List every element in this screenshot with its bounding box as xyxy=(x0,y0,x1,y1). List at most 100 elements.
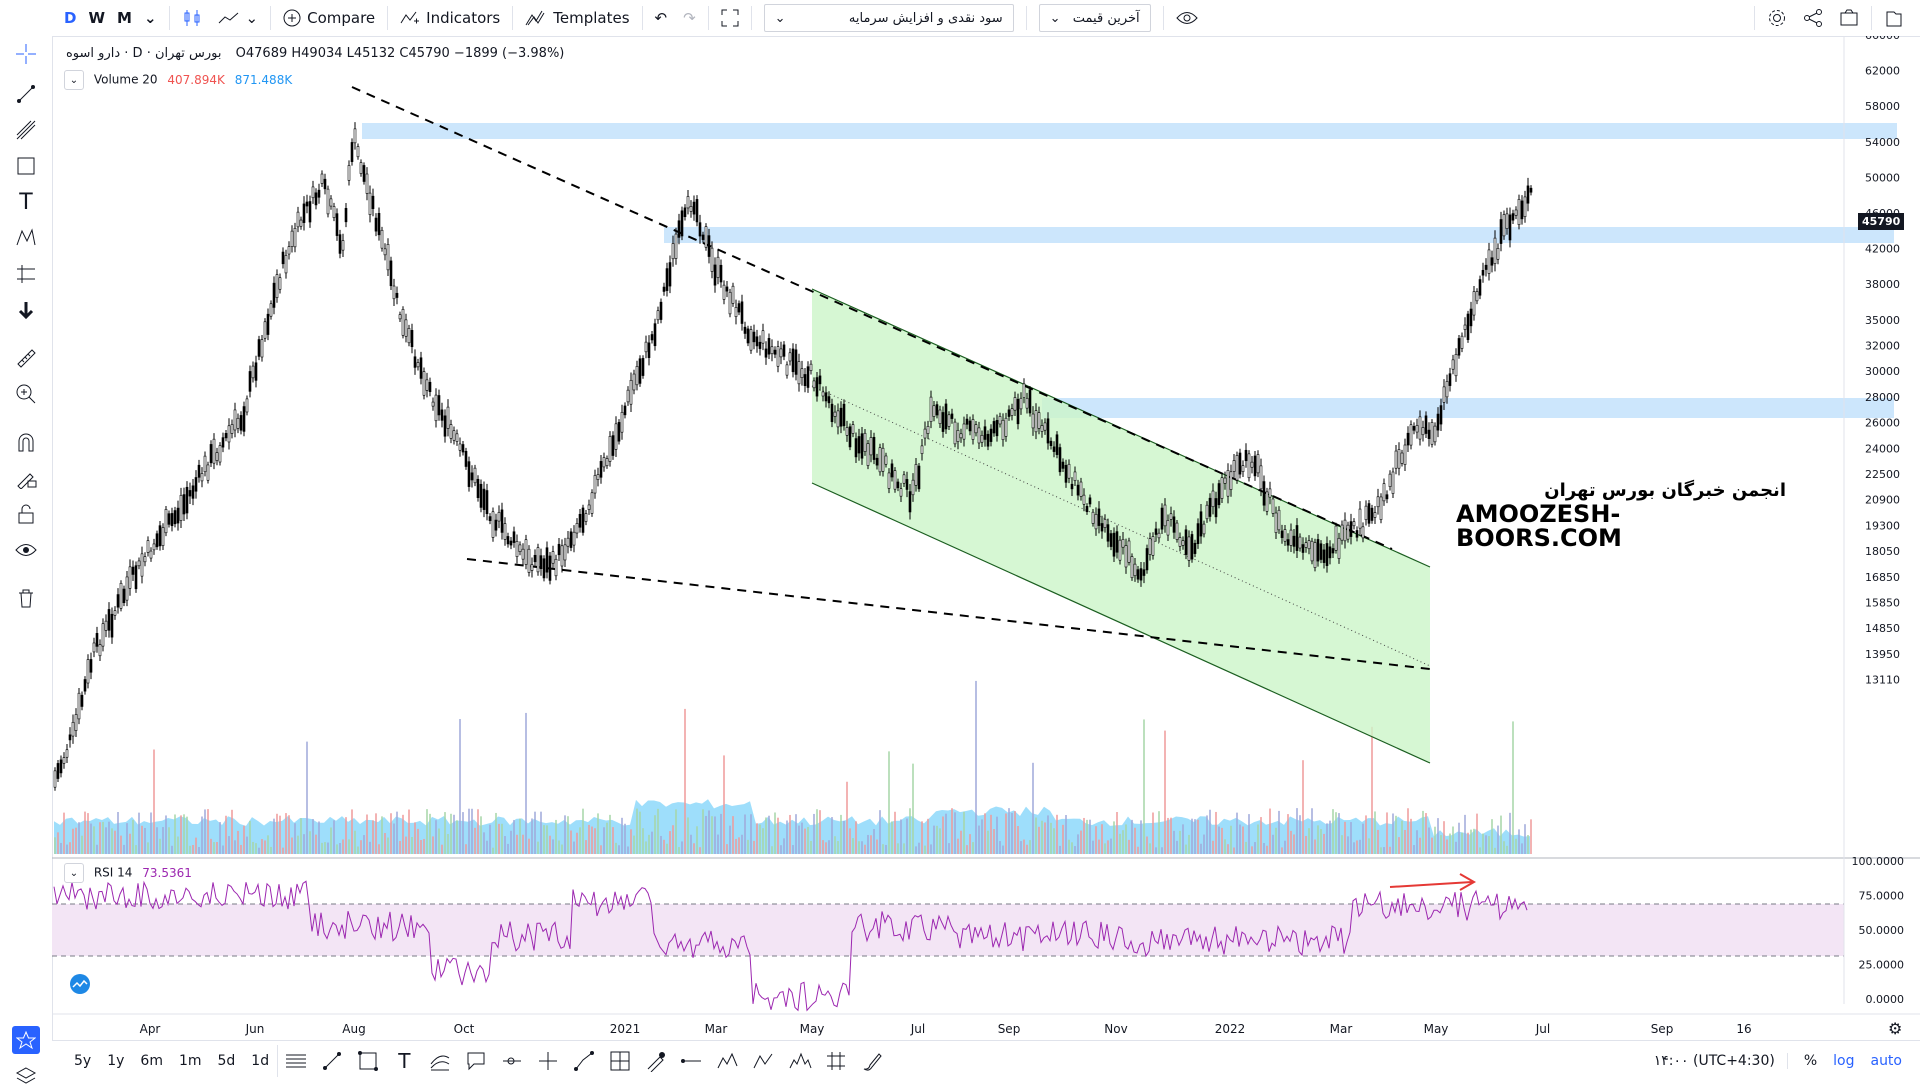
share-button[interactable] xyxy=(1795,0,1831,36)
star-icon[interactable] xyxy=(12,1026,40,1054)
settings-button[interactable] xyxy=(1759,0,1795,36)
rectangle-icon[interactable] xyxy=(350,1045,386,1077)
candle-body xyxy=(953,421,957,445)
candle-body xyxy=(587,504,591,510)
resistance-zone-low[interactable] xyxy=(1042,398,1894,418)
rsi-axis[interactable]: 100.0000 75.0000 50.0000 25.0000 0.0000 xyxy=(1852,855,1905,1006)
callout-icon[interactable] xyxy=(458,1045,494,1077)
crosshair-icon[interactable] xyxy=(14,42,38,66)
magnet-icon[interactable] xyxy=(14,430,38,454)
volume-legend[interactable]: ⌄ Volume 20 407.894K 871.488K xyxy=(64,70,292,90)
compare-button[interactable]: Compare xyxy=(275,0,383,36)
dashed-resistance-trendline[interactable] xyxy=(351,86,1393,550)
pen-icon[interactable] xyxy=(638,1045,674,1077)
time-axis[interactable]: Apr Jun Aug Oct 2021 Mar May Jul Sep Nov 2022 Mar Ma… xyxy=(140,1019,1903,1038)
channel-upper-line[interactable] xyxy=(811,288,1431,568)
axis-settings-gear-icon[interactable]: ⚙ xyxy=(1888,1019,1902,1038)
resistance-zone-mid[interactable] xyxy=(664,227,1894,243)
price-source-select[interactable]: آخرین قیمت ⌄ xyxy=(1038,4,1151,32)
ruler-icon[interactable] xyxy=(14,346,38,370)
layers-icon[interactable] xyxy=(14,1064,38,1088)
candle-body xyxy=(1145,548,1149,571)
eye-icon[interactable] xyxy=(14,538,38,562)
channel-lower-line[interactable] xyxy=(811,482,1431,764)
collapse-chevron-icon[interactable]: ⌄ xyxy=(64,70,84,90)
candle-body xyxy=(848,426,852,448)
candle-body xyxy=(797,361,801,385)
volume-bar xyxy=(642,828,644,854)
range-1d[interactable]: 1d xyxy=(251,1053,270,1069)
rectangle-icon[interactable] xyxy=(14,154,38,178)
redo-button[interactable]: ↷ xyxy=(675,0,704,36)
horizontal-lines-icon[interactable] xyxy=(278,1045,314,1077)
volume-bar xyxy=(789,814,791,854)
watermark-site: AMOOZESH-BOORS.COM xyxy=(1456,500,1622,552)
resistance-zone-top[interactable] xyxy=(362,123,1897,139)
more-button[interactable] xyxy=(1876,0,1920,36)
interval-dropdown-chevron-icon[interactable]: ⌄ xyxy=(143,9,157,27)
horizontal-line-icon[interactable] xyxy=(674,1045,710,1077)
position-icon[interactable] xyxy=(602,1045,638,1077)
fib-icon[interactable] xyxy=(422,1045,458,1077)
trash-icon[interactable] xyxy=(14,586,38,610)
percent-scale-button[interactable]: % xyxy=(1803,1053,1818,1069)
range-5y[interactable]: 5y xyxy=(74,1053,92,1069)
arrow-down-icon[interactable] xyxy=(14,298,38,322)
brush-icon[interactable] xyxy=(854,1045,890,1077)
line-type-button[interactable]: ⌄ xyxy=(210,0,267,36)
head-shoulders-icon[interactable] xyxy=(782,1045,818,1077)
range-1m[interactable]: 1m xyxy=(178,1053,202,1069)
zoom-icon[interactable] xyxy=(14,382,38,406)
volume-bar xyxy=(489,824,491,854)
text-icon[interactable]: T xyxy=(19,189,33,215)
elliott-wave-icon[interactable] xyxy=(710,1045,746,1077)
undo-button[interactable]: ↶ xyxy=(647,0,676,36)
volume-bar xyxy=(795,814,797,854)
fullscreen-button[interactable] xyxy=(713,0,747,36)
range-1y[interactable]: 1y xyxy=(107,1053,125,1069)
volume-bar xyxy=(291,837,293,854)
text-icon[interactable]: T xyxy=(398,1049,411,1073)
price-axis[interactable]: 6600062000580005400050000460004200038000… xyxy=(1865,36,1900,687)
visibility-button[interactable] xyxy=(1168,0,1206,36)
timezone-clock[interactable]: ۱۴:۰۰ (UTC+4:30) xyxy=(1642,1053,1788,1069)
lock-draw-icon[interactable] xyxy=(14,466,38,490)
volume-bar xyxy=(1287,814,1289,854)
chart-canvas[interactable]: 6600062000580005400050000460004200038000… xyxy=(52,36,1920,1040)
abcd-pattern-icon[interactable] xyxy=(746,1045,782,1077)
collapse-chevron-icon[interactable]: ⌄ xyxy=(64,863,84,883)
descending-channel[interactable] xyxy=(812,289,1430,763)
dashed-support-trendline[interactable] xyxy=(466,558,1431,670)
cloud-icon[interactable] xyxy=(68,974,92,994)
volume-bar xyxy=(663,839,665,854)
volume-bar xyxy=(294,823,296,854)
interval-m-button[interactable]: M xyxy=(117,9,132,27)
interval-w-button[interactable]: W xyxy=(88,9,105,27)
range-5d[interactable]: 5d xyxy=(217,1053,236,1069)
path-icon[interactable] xyxy=(566,1045,602,1077)
lock-icon[interactable] xyxy=(14,502,38,526)
candle-body xyxy=(392,285,396,300)
cross-line-icon[interactable] xyxy=(530,1045,566,1077)
pattern-icon[interactable] xyxy=(14,226,38,250)
log-scale-button[interactable]: log xyxy=(1833,1053,1855,1069)
volume-bar xyxy=(1491,819,1493,854)
date-range-icon[interactable] xyxy=(818,1045,854,1077)
rsi-divergence-arrow[interactable] xyxy=(1389,881,1473,888)
interval-d-button[interactable]: D xyxy=(64,9,77,27)
auto-scale-button[interactable]: auto xyxy=(1870,1053,1902,1069)
symbol-legend[interactable]: دارو اسوه · D · بورس تهران O47689 H49034… xyxy=(66,46,565,61)
trendline-icon[interactable] xyxy=(14,82,38,106)
dividend-select[interactable]: سود نقدی و افزایش سرمایه ⌄ xyxy=(763,4,1014,32)
prediction-icon[interactable] xyxy=(14,262,38,286)
range-6m[interactable]: 6m xyxy=(140,1053,163,1069)
chart-type-button[interactable] xyxy=(174,0,210,36)
indicators-button[interactable]: Indicators xyxy=(392,0,508,36)
trendline-icon[interactable] xyxy=(314,1045,350,1077)
snapshot-button[interactable] xyxy=(1831,0,1867,36)
rsi-legend[interactable]: ⌄ RSI 14 73.5361 xyxy=(64,863,192,883)
templates-button[interactable]: Templates xyxy=(517,0,637,36)
horizontal-ray-icon[interactable] xyxy=(494,1045,530,1077)
volume-bar xyxy=(234,840,236,854)
fib-icon[interactable] xyxy=(14,118,38,142)
